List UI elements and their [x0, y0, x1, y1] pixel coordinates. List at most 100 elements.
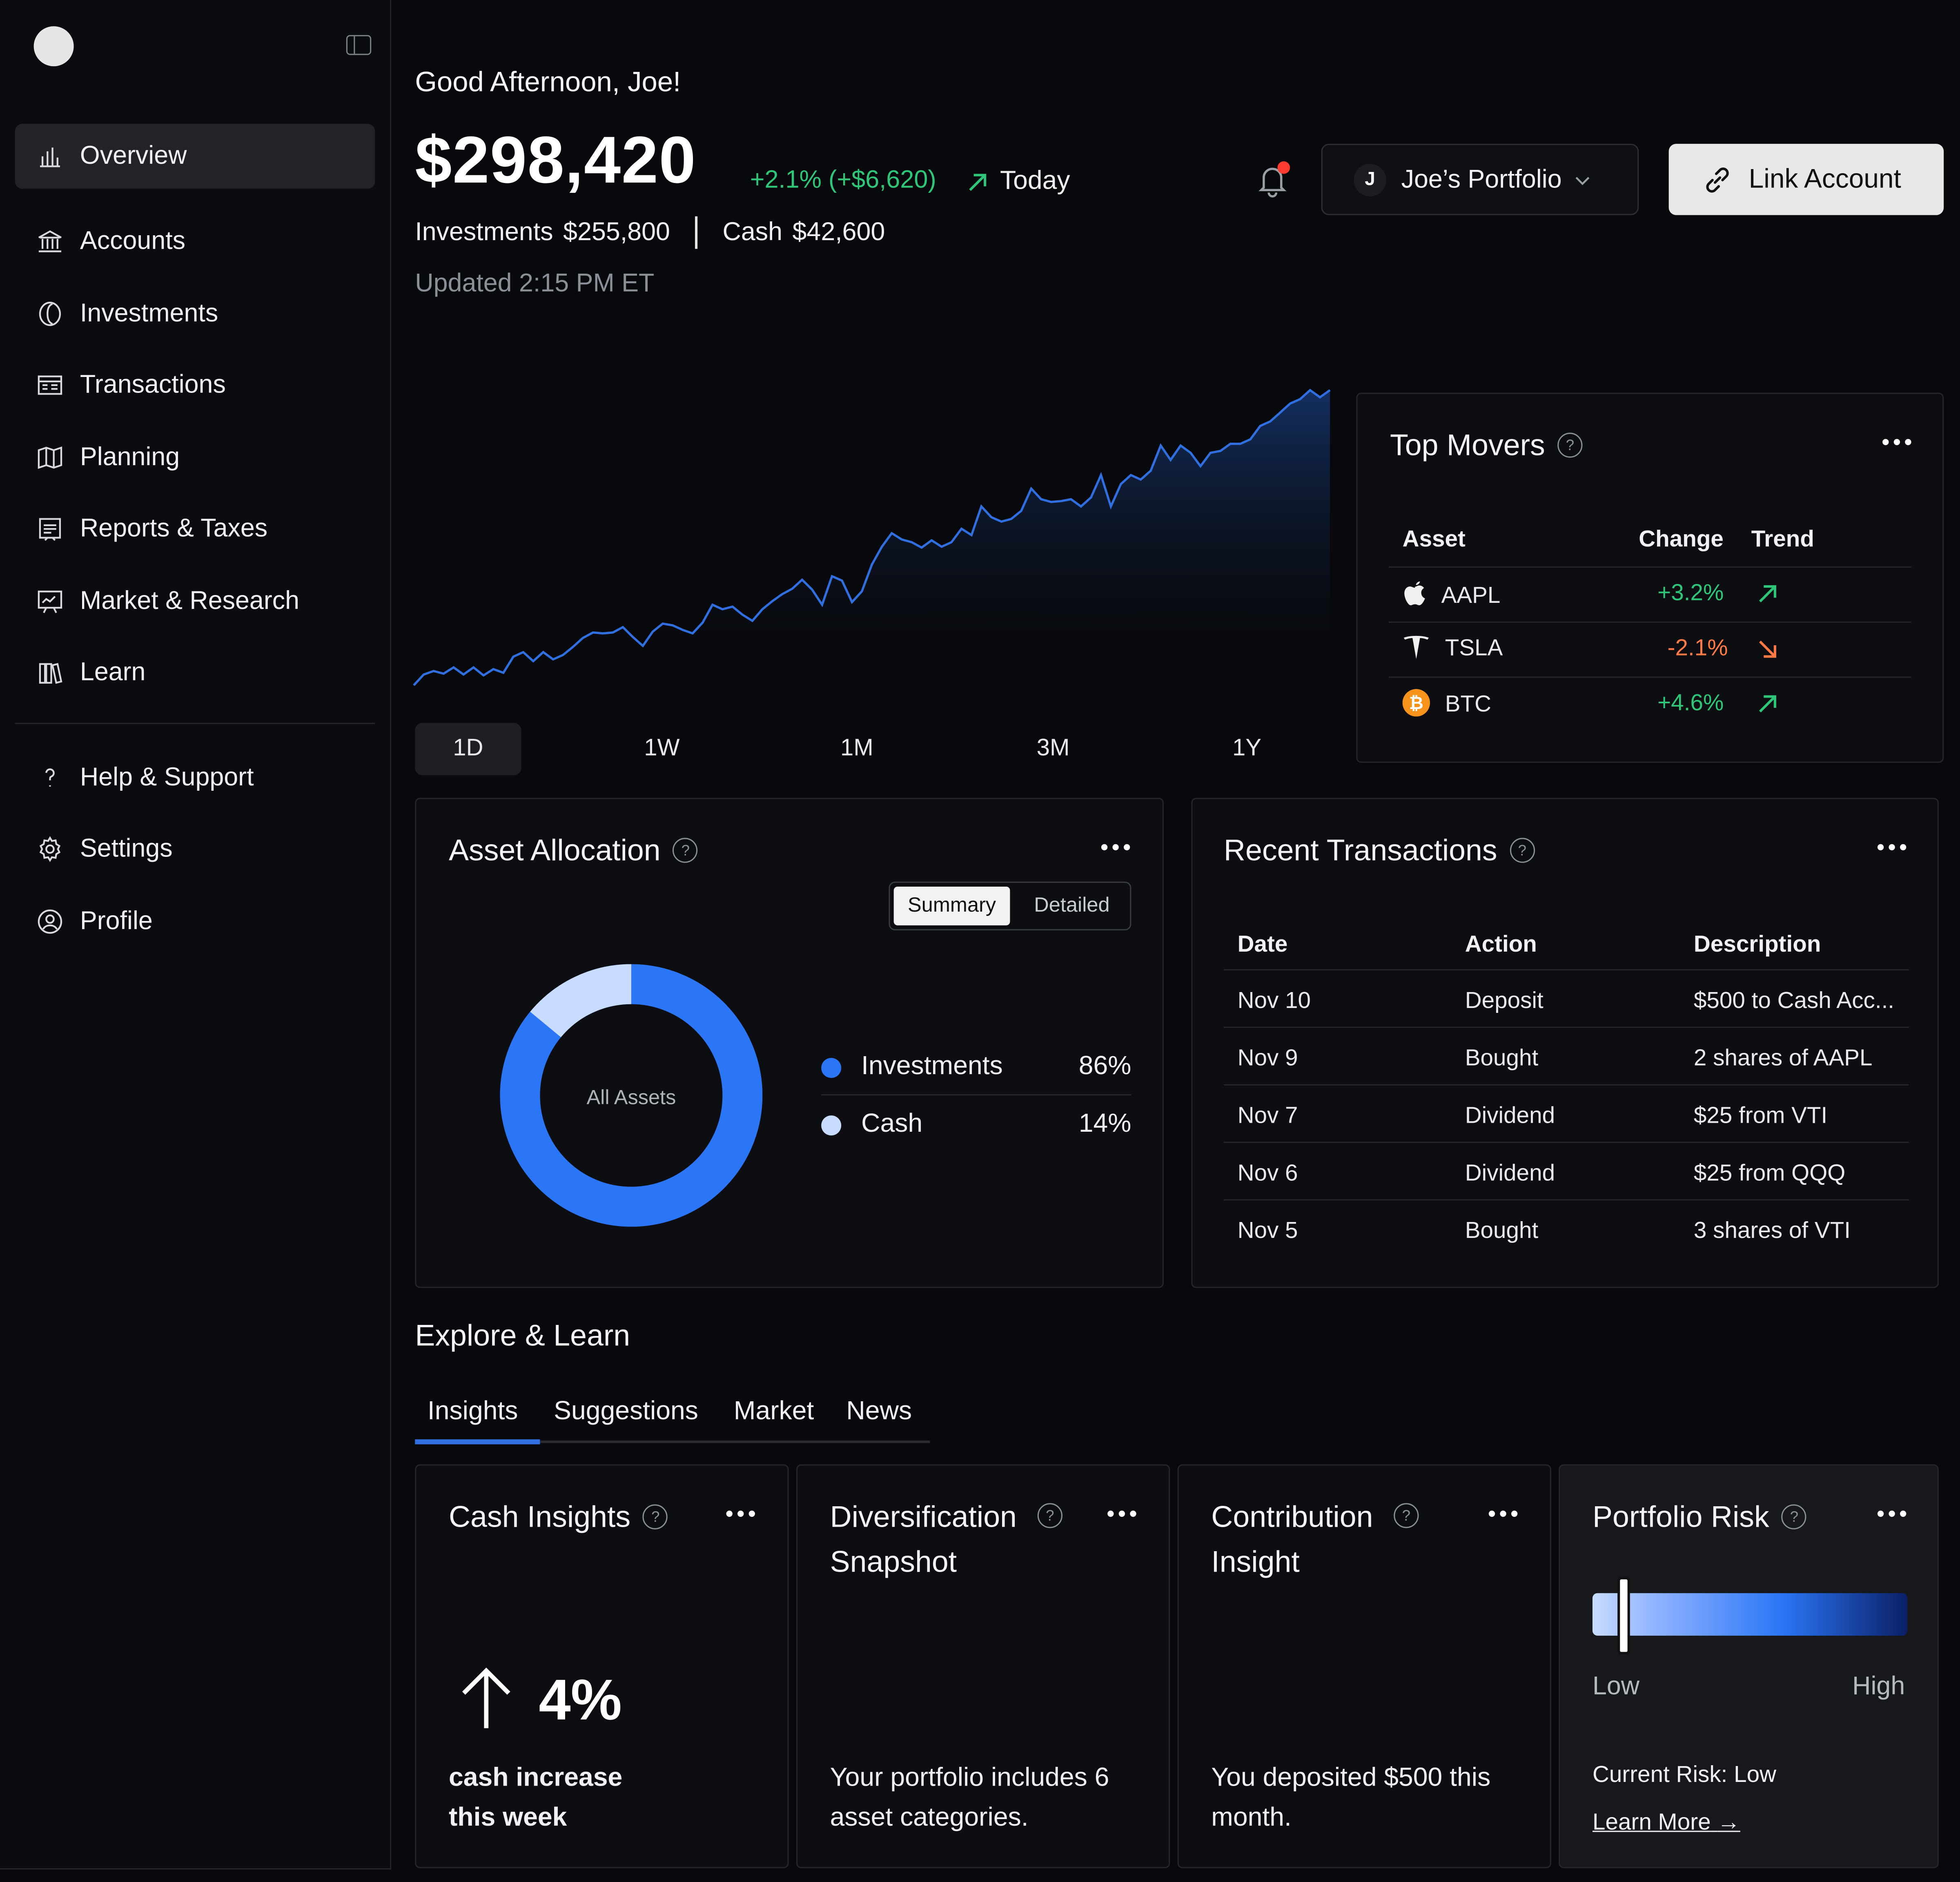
arrow-right-icon: → [1717, 1808, 1740, 1835]
row-divider [1223, 1084, 1909, 1086]
transaction-date: Nov 6 [1237, 1159, 1298, 1186]
tab-news[interactable]: News [846, 1397, 912, 1426]
contribution-card[interactable]: Contribution Insight ? You deposited $50… [1177, 1464, 1551, 1869]
cash-insight-text: cash increase this week [448, 1763, 623, 1832]
detailed-tab[interactable]: Detailed [1034, 894, 1110, 917]
risk-title: Portfolio Risk [1592, 1501, 1769, 1534]
range-tab-1w[interactable]: 1W [644, 735, 680, 762]
more-options-icon[interactable] [1877, 844, 1910, 854]
sidebar-item-label: Investments [80, 299, 218, 328]
legend-value: 14% [1078, 1109, 1131, 1138]
more-options-icon[interactable] [1877, 1510, 1910, 1521]
tab-insights[interactable]: Insights [427, 1397, 518, 1426]
help-icon[interactable]: ? [1557, 432, 1583, 457]
col-header-description: Description [1693, 930, 1821, 957]
transaction-date: Nov 9 [1237, 1044, 1298, 1070]
change-period: Today [1000, 166, 1070, 195]
help-icon[interactable]: ? [1394, 1503, 1419, 1528]
cash-insights-card[interactable]: Cash Insights? 4% cash increase this wee… [415, 1464, 789, 1869]
help-icon[interactable]: ? [1510, 837, 1535, 863]
col-header-action: Action [1465, 930, 1537, 957]
donut-segment-cash [500, 964, 763, 1227]
sidebar-item-label: Reports & Taxes [80, 514, 268, 543]
row-divider [1388, 621, 1911, 623]
learn-more-label: Learn More [1592, 1808, 1711, 1835]
more-options-icon[interactable] [1882, 439, 1915, 449]
arrow-up-right-icon [969, 174, 987, 191]
balance-breakdown: Investments $255,800 Cash $42,600 [415, 216, 885, 249]
help-icon[interactable]: ? [643, 1504, 668, 1529]
sidebar-item-accounts[interactable]: Accounts [15, 209, 375, 274]
sidebar-toggle-icon[interactable] [346, 35, 372, 55]
row-divider [1388, 566, 1911, 568]
legend-label: Investments [861, 1051, 1003, 1081]
portfolio-selector[interactable]: J Joe’s Portfolio [1321, 144, 1639, 215]
investments-value: $255,800 [563, 217, 670, 247]
cash-insights-title: Cash Insights [448, 1501, 631, 1534]
sidebar-item-planning[interactable]: Planning [15, 425, 375, 490]
arrow-up-icon [462, 1667, 510, 1728]
more-options-icon[interactable] [1101, 844, 1134, 854]
sidebar-item-help[interactable]: Help & Support [15, 745, 375, 810]
explore-title: Explore & Learn [415, 1319, 630, 1353]
sidebar-item-settings[interactable]: Settings [15, 816, 375, 881]
allocation-title: Asset Allocation [448, 834, 661, 868]
cash-increase-value: 4% [539, 1667, 622, 1732]
diversification-text: Your portfolio includes 6 asset categori… [830, 1763, 1109, 1832]
more-options-icon[interactable] [1107, 1510, 1140, 1521]
recent-transactions-card: Recent Transactions? Date Action Descrip… [1191, 798, 1939, 1288]
report-icon [36, 515, 64, 542]
transaction-date: Nov 10 [1237, 986, 1311, 1013]
portfolio-risk-card[interactable]: Portfolio Risk? Low High Current Risk: L… [1559, 1464, 1939, 1869]
books-icon [36, 659, 64, 687]
sidebar-item-label: Settings [80, 834, 173, 863]
question-icon [36, 764, 64, 792]
time-range-tabs: 1D 1W 1M 3M 1Y [415, 722, 1327, 776]
risk-low-label: Low [1592, 1672, 1640, 1701]
chart-line [413, 388, 1331, 686]
card-title: Top Movers? [1390, 429, 1583, 464]
tab-suggestions[interactable]: Suggestions [554, 1397, 698, 1426]
range-tab-1d[interactable]: 1D [415, 722, 521, 776]
sidebar-item-overview[interactable]: Overview [15, 124, 375, 189]
presentation-icon [36, 588, 64, 615]
chart-area [414, 390, 1330, 685]
receipt-icon [36, 371, 64, 399]
allocation-donut[interactable]: All Assets [500, 964, 763, 1227]
sidebar-item-profile[interactable]: Profile [15, 889, 375, 954]
help-icon[interactable]: ? [673, 837, 698, 863]
more-options-icon[interactable] [1488, 1510, 1521, 1521]
transaction-description: $500 to Cash Acc... [1693, 986, 1895, 1013]
sidebar-item-market[interactable]: Market & Research [15, 569, 375, 634]
summary-tab[interactable]: Summary [893, 886, 1010, 925]
range-tab-1y[interactable]: 1Y [1232, 735, 1262, 762]
diversification-card[interactable]: Diversification Snapshot ? Your portfoli… [796, 1464, 1170, 1869]
sidebar-item-transactions[interactable]: Transactions [15, 352, 375, 417]
help-icon[interactable]: ? [1782, 1504, 1807, 1529]
bell-icon[interactable] [1254, 161, 1291, 199]
link-account-button[interactable]: Link Account [1668, 144, 1944, 215]
legend-cash: Cash 14% [821, 1102, 1131, 1151]
updated-time: Updated 2:15 PM ET [415, 269, 655, 298]
sidebar-item-reports[interactable]: Reports & Taxes [15, 497, 375, 562]
learn-more-link[interactable]: Learn More → [1592, 1808, 1740, 1835]
risk-high-label: High [1852, 1672, 1905, 1701]
logo[interactable] [33, 26, 74, 67]
card-title: Diversification Snapshot [830, 1501, 1017, 1580]
range-tab-3m[interactable]: 3M [1036, 735, 1070, 762]
bank-icon [36, 227, 64, 255]
portfolio-chart[interactable] [412, 375, 1331, 694]
trend-down-icon [1759, 640, 1776, 658]
range-tab-1m[interactable]: 1M [840, 735, 873, 762]
transactions-title: Recent Transactions [1223, 834, 1497, 868]
apple-icon [1404, 581, 1425, 605]
sidebar-item-learn[interactable]: Learn [15, 640, 375, 705]
asset-symbol: BTC [1445, 690, 1492, 717]
sidebar: Overview Accounts Investments Transactio… [0, 0, 392, 1870]
tab-market[interactable]: Market [733, 1397, 814, 1426]
help-icon[interactable]: ? [1037, 1503, 1063, 1528]
sidebar-item-investments[interactable]: Investments [15, 281, 375, 346]
transaction-description: $25 from VTI [1693, 1102, 1828, 1128]
sidebar-item-label: Learn [80, 658, 146, 687]
more-options-icon[interactable] [726, 1510, 759, 1521]
